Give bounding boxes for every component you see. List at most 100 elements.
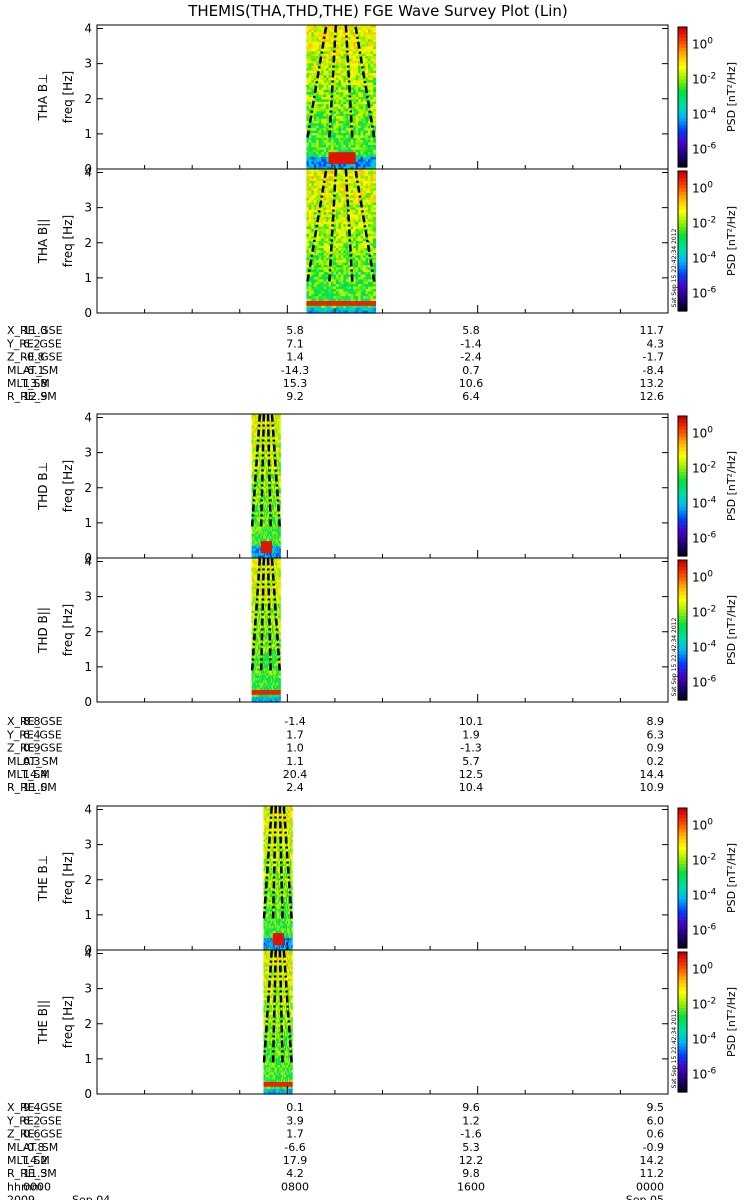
spectrogram-cell — [306, 305, 310, 309]
spectrogram-cell — [259, 500, 262, 504]
spectrogram-cell — [326, 82, 330, 86]
spectrogram-cell — [360, 193, 364, 196]
spectrogram-cell — [335, 279, 339, 283]
spectrogram-cell — [270, 416, 272, 420]
spectrogram-cell — [343, 296, 347, 300]
spectrogram-cell — [338, 161, 342, 165]
spectrogram-cell — [275, 493, 277, 497]
spectrogram-cell — [372, 255, 376, 259]
spectrogram-cell — [355, 229, 359, 232]
spectrogram-cell — [279, 512, 281, 516]
spectrogram-cell — [252, 474, 255, 477]
spectrogram-cell — [253, 423, 256, 427]
spectrogram-cell — [264, 536, 267, 540]
spectrogram-cell — [360, 159, 364, 163]
spectrogram-cell — [259, 464, 262, 468]
spectrogram-cell — [273, 534, 275, 537]
spectrogram-cell — [262, 524, 265, 528]
spectrogram-cell — [335, 284, 339, 288]
spectrogram-cell — [263, 531, 266, 535]
spectrogram-cell — [355, 305, 359, 309]
spectrogram-cell — [348, 70, 352, 74]
spectrogram-cell — [253, 522, 256, 525]
spectrogram-cell — [264, 476, 267, 480]
spectrogram-cell — [274, 478, 276, 482]
spectrogram-cell — [331, 118, 335, 122]
spectrogram-cell — [368, 219, 372, 223]
spectrogram-cell — [272, 469, 274, 473]
spectrogram-cell — [355, 267, 359, 271]
spectrogram-cell — [340, 140, 344, 144]
spectrogram-cell — [258, 538, 261, 542]
spectrogram-cell — [261, 440, 264, 444]
spectrogram-cell — [308, 41, 312, 45]
spectrogram-cell — [263, 469, 266, 473]
spectrogram-cell — [326, 140, 330, 144]
spectrogram-cell — [277, 534, 279, 537]
spectrogram-cell — [306, 219, 310, 223]
spectrogram-cell — [277, 478, 279, 482]
spectrogram-cell — [353, 274, 357, 278]
spectrogram-cell — [326, 53, 330, 57]
spectrogram-cell — [275, 531, 277, 535]
spectrogram-cell — [353, 209, 357, 213]
spectrogram-cell — [269, 534, 271, 537]
spectrogram-cell — [368, 97, 372, 100]
spectrogram-cell — [368, 233, 372, 237]
spectrogram-cell — [268, 534, 270, 537]
spectrogram-cell — [251, 481, 254, 485]
spectrogram-cell — [370, 221, 374, 225]
spectrogram-cell — [311, 58, 315, 62]
spectrogram-cell — [355, 133, 359, 136]
spectrogram-cell — [254, 452, 257, 456]
spectrogram-cell — [372, 193, 376, 196]
spectrogram-cell — [279, 433, 281, 437]
spectrogram-cell — [372, 188, 376, 192]
spectrogram-cell — [335, 104, 339, 108]
spectrogram-cell — [316, 178, 320, 182]
spectrogram-cell — [372, 269, 376, 273]
spectrogram-cell — [370, 233, 374, 237]
spectrogram-cell — [353, 152, 357, 156]
spectrogram-cell — [257, 454, 260, 458]
spectrogram-cell — [326, 200, 330, 204]
spectrogram-cell — [323, 293, 327, 297]
spectrogram-cell — [313, 44, 317, 48]
spectrogram-cell — [365, 173, 369, 177]
spectrogram-cell — [254, 498, 257, 501]
spectrogram-cell — [353, 44, 357, 48]
spectrogram-cell — [254, 510, 257, 513]
spectrogram-cell — [358, 116, 362, 120]
spectrogram-cell — [368, 250, 372, 254]
spectrogram-cell — [358, 85, 362, 88]
spectrogram-cell — [370, 154, 374, 158]
spectrogram-cell — [358, 197, 362, 201]
spectrogram-cell — [321, 130, 325, 134]
spectrogram-cell — [355, 301, 359, 304]
spectrogram-cell — [372, 178, 376, 182]
spectrogram-cell — [278, 450, 280, 453]
spectrogram-cell — [265, 493, 268, 497]
spectrogram-cell — [360, 44, 364, 48]
spectrogram-cell — [318, 284, 322, 288]
spectrogram-cell — [323, 135, 327, 139]
spectrogram-cell — [343, 37, 347, 40]
spectrogram-cell — [370, 135, 374, 139]
spectrogram-cell — [271, 440, 273, 444]
spectrogram-cell — [256, 469, 259, 473]
spectrogram-cell — [353, 293, 357, 297]
spectrogram-cell — [326, 25, 330, 28]
spectrogram-cell — [328, 212, 332, 216]
spectrogram-cell — [333, 291, 337, 295]
spectrogram-cell — [345, 286, 349, 290]
spectrogram-cell — [251, 452, 254, 456]
spectrogram-cell — [355, 101, 359, 105]
spectrogram-cell — [266, 490, 269, 494]
spectrogram-cell — [345, 121, 349, 124]
spectrogram-cell — [345, 111, 349, 115]
spectrogram-cell — [368, 226, 372, 230]
spectrogram-cell — [333, 161, 337, 165]
spectrogram-cell — [350, 70, 354, 74]
spectrogram-cell — [321, 267, 325, 271]
spectrogram-cell — [345, 82, 349, 86]
